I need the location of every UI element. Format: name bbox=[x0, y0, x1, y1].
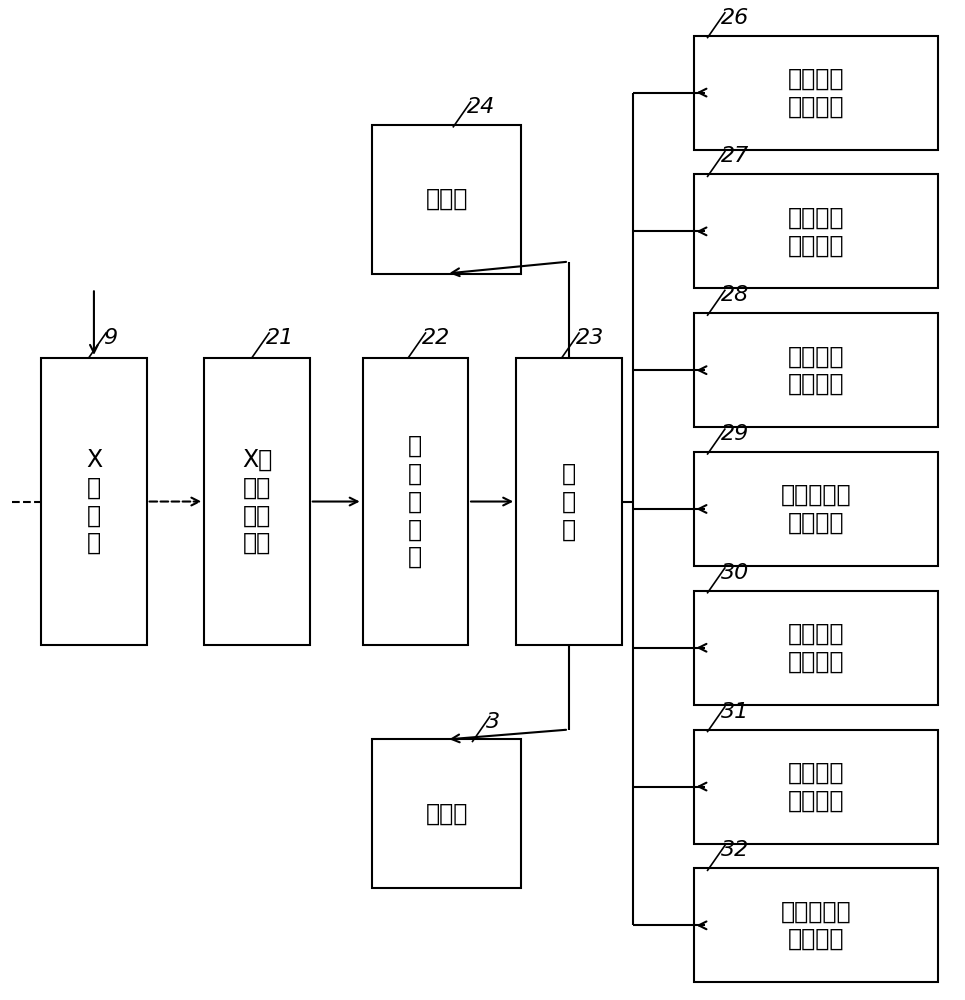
Text: 滑块移动
驱动模块: 滑块移动 驱动模块 bbox=[787, 622, 844, 674]
Text: 图
像
采
集
卡: 图 像 采 集 卡 bbox=[408, 434, 423, 569]
Bar bbox=[372, 739, 521, 888]
Bar bbox=[363, 358, 468, 645]
Bar bbox=[694, 452, 938, 566]
Text: 气缸移动
驱动模块: 气缸移动 驱动模块 bbox=[787, 344, 844, 396]
Bar bbox=[516, 358, 621, 645]
Text: 32: 32 bbox=[722, 840, 750, 860]
Text: 计
算
机: 计 算 机 bbox=[562, 462, 576, 541]
Text: 26: 26 bbox=[722, 8, 750, 28]
Text: 9: 9 bbox=[102, 328, 117, 348]
Text: 气缸动力
驱动模块: 气缸动力 驱动模块 bbox=[787, 67, 844, 118]
Text: 警示灯: 警示灯 bbox=[426, 802, 468, 826]
Text: 显示器: 显示器 bbox=[426, 187, 468, 211]
Text: X
射
线
机: X 射 线 机 bbox=[86, 448, 102, 555]
Bar bbox=[694, 174, 938, 288]
Text: 21: 21 bbox=[265, 328, 294, 348]
Text: 运载车动力
驱动模块: 运载车动力 驱动模块 bbox=[781, 899, 851, 951]
Text: 24: 24 bbox=[467, 97, 495, 117]
Bar bbox=[694, 868, 938, 982]
Text: X射
线平
板探
测器: X射 线平 板探 测器 bbox=[242, 448, 272, 555]
Text: 3: 3 bbox=[486, 712, 501, 732]
Bar bbox=[694, 313, 938, 427]
Text: 30: 30 bbox=[722, 563, 750, 583]
Text: 23: 23 bbox=[575, 328, 604, 348]
Text: 横杆移动
驱动模块: 横杆移动 驱动模块 bbox=[787, 761, 844, 812]
Text: 纵梁移动
驱动模块: 纵梁移动 驱动模块 bbox=[787, 205, 844, 257]
Bar bbox=[694, 730, 938, 844]
Bar bbox=[694, 36, 938, 150]
Text: 29: 29 bbox=[722, 424, 750, 444]
Text: 安装座移动
驱动模块: 安装座移动 驱动模块 bbox=[781, 483, 851, 535]
Text: 31: 31 bbox=[722, 702, 750, 722]
Bar bbox=[372, 125, 521, 274]
Text: 22: 22 bbox=[422, 328, 451, 348]
Text: 28: 28 bbox=[722, 285, 750, 305]
Bar bbox=[41, 358, 147, 645]
Text: 27: 27 bbox=[722, 146, 750, 166]
Bar bbox=[205, 358, 310, 645]
Bar bbox=[694, 591, 938, 705]
